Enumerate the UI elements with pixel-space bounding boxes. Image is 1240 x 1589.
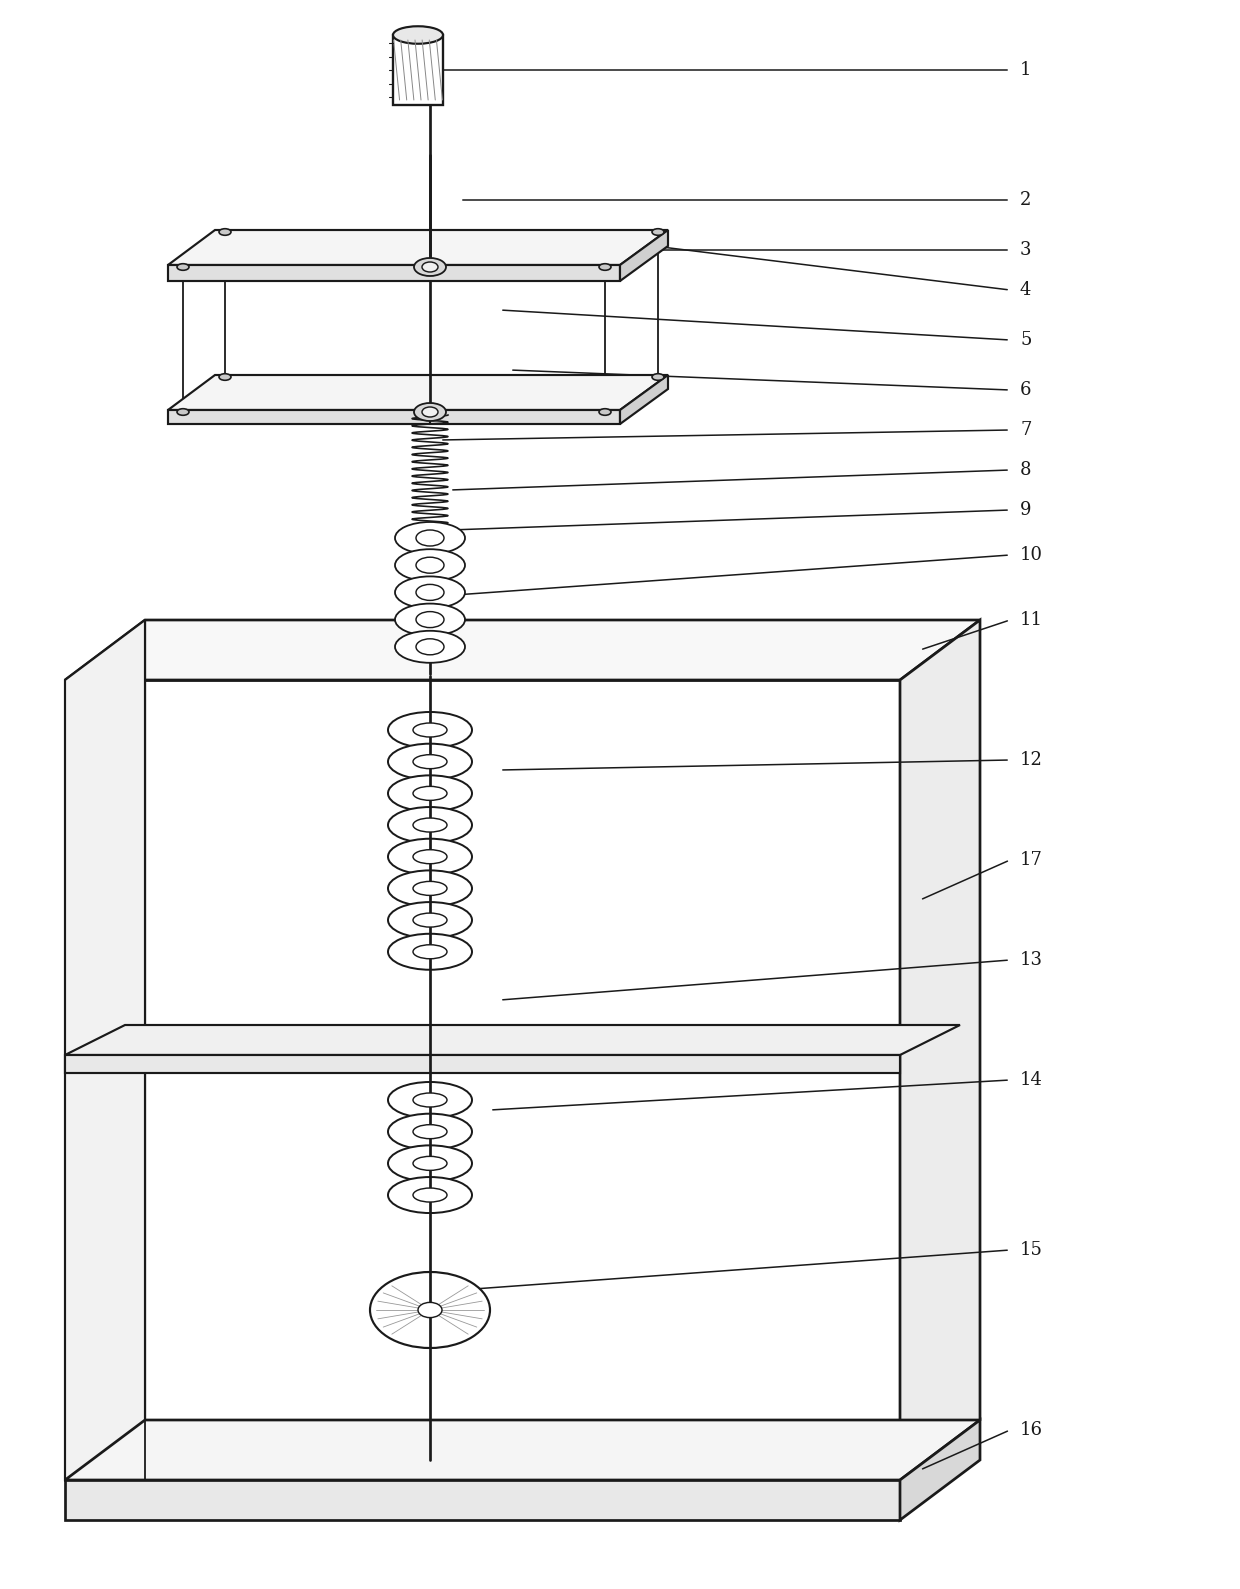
Polygon shape [64,1055,900,1073]
Ellipse shape [396,631,465,663]
Polygon shape [393,35,443,105]
Ellipse shape [422,262,438,272]
Ellipse shape [388,1146,472,1181]
Polygon shape [64,1479,900,1521]
Text: 9: 9 [1021,501,1032,520]
Ellipse shape [413,1189,446,1201]
Ellipse shape [396,604,465,636]
Ellipse shape [413,818,446,833]
Ellipse shape [652,373,663,380]
Ellipse shape [396,550,465,582]
Ellipse shape [219,229,231,235]
Text: 2: 2 [1021,191,1032,210]
Ellipse shape [413,723,446,737]
Text: 6: 6 [1021,381,1032,399]
Ellipse shape [599,408,611,415]
Polygon shape [620,375,668,424]
Ellipse shape [396,577,465,609]
Ellipse shape [388,1082,472,1119]
Text: 15: 15 [1021,1241,1043,1258]
Ellipse shape [388,807,472,844]
Ellipse shape [413,914,446,926]
Ellipse shape [415,531,444,547]
Ellipse shape [388,1114,472,1150]
Ellipse shape [415,558,444,574]
Ellipse shape [396,523,465,555]
Text: 10: 10 [1021,547,1043,564]
Text: 7: 7 [1021,421,1032,439]
Ellipse shape [413,787,446,801]
Polygon shape [64,620,145,1479]
Ellipse shape [388,744,472,780]
Polygon shape [620,230,668,281]
Text: 12: 12 [1021,752,1043,769]
Ellipse shape [413,1125,446,1139]
Text: 14: 14 [1021,1071,1043,1088]
Text: 11: 11 [1021,612,1043,629]
Ellipse shape [388,934,472,969]
Ellipse shape [599,264,611,270]
Text: 3: 3 [1021,242,1032,259]
Ellipse shape [388,903,472,938]
Ellipse shape [393,27,443,44]
Ellipse shape [415,639,444,655]
Polygon shape [167,375,668,410]
Polygon shape [64,680,900,1479]
Ellipse shape [388,871,472,906]
Ellipse shape [418,1303,441,1317]
Polygon shape [167,265,620,281]
Ellipse shape [177,264,188,270]
Ellipse shape [388,712,472,748]
Text: 5: 5 [1021,331,1032,350]
Polygon shape [900,620,980,1479]
Ellipse shape [413,850,446,864]
Ellipse shape [414,404,446,421]
Polygon shape [64,1025,960,1055]
Polygon shape [167,410,620,424]
Ellipse shape [413,945,446,958]
Ellipse shape [415,585,444,601]
Ellipse shape [413,755,446,769]
Polygon shape [167,230,668,265]
Text: 13: 13 [1021,950,1043,969]
Text: 16: 16 [1021,1421,1043,1440]
Ellipse shape [388,1177,472,1212]
Polygon shape [64,1421,980,1479]
Ellipse shape [422,407,438,416]
Ellipse shape [219,373,231,380]
Ellipse shape [370,1273,490,1347]
Ellipse shape [413,1093,446,1108]
Text: 4: 4 [1021,281,1032,299]
Ellipse shape [413,1157,446,1171]
Polygon shape [64,620,980,680]
Text: 8: 8 [1021,461,1032,478]
Ellipse shape [388,775,472,812]
Ellipse shape [413,882,446,895]
Polygon shape [900,1421,980,1521]
Ellipse shape [388,839,472,874]
Ellipse shape [415,612,444,628]
Ellipse shape [414,257,446,276]
Text: 17: 17 [1021,852,1043,869]
Text: 1: 1 [1021,60,1032,79]
Ellipse shape [177,408,188,415]
Ellipse shape [652,229,663,235]
